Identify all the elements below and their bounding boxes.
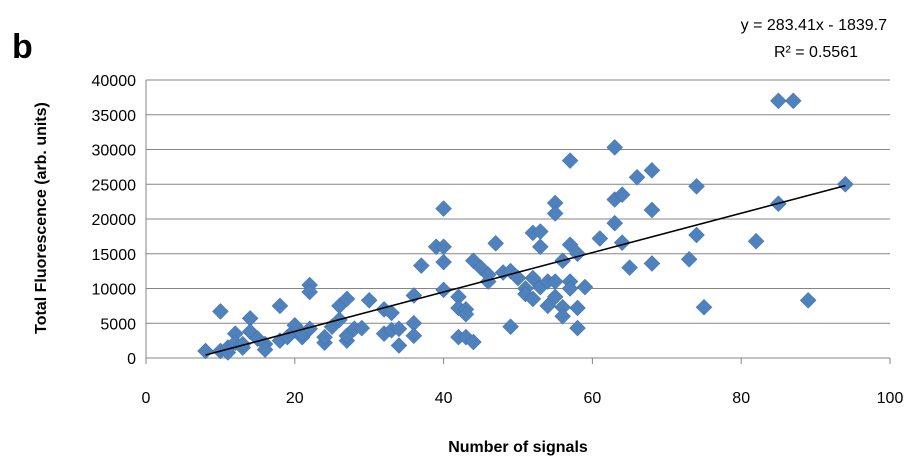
- trendline-equation: y = 283.41x - 1839.7: [741, 17, 887, 34]
- data-point: [360, 291, 378, 309]
- data-point: [688, 226, 705, 244]
- data-point: [628, 168, 646, 186]
- data-point: [465, 333, 482, 351]
- data-point: [569, 319, 586, 337]
- data-point: [799, 291, 817, 309]
- y-tick-label: 35000: [92, 108, 137, 125]
- y-tick-label: 25000: [92, 177, 137, 194]
- y-tick-label: 10000: [92, 282, 137, 299]
- x-tick-label: 20: [286, 390, 304, 407]
- x-tick-label: 100: [877, 390, 904, 407]
- data-point: [353, 319, 371, 337]
- data-point: [606, 214, 624, 232]
- data-point: [561, 152, 579, 169]
- data-point: [539, 297, 557, 315]
- data-point: [271, 297, 289, 315]
- y-axis-title: Total Fluorescence (arb. units): [33, 102, 50, 334]
- panel-label: b: [12, 28, 33, 66]
- data-point: [569, 299, 586, 317]
- data-point: [435, 281, 452, 299]
- data-point: [613, 234, 631, 251]
- data-point: [688, 177, 705, 195]
- y-tick-label: 40000: [92, 73, 137, 90]
- data-point: [256, 341, 274, 359]
- data-point: [435, 253, 452, 271]
- y-tick-label: 30000: [92, 143, 137, 160]
- data-point: [234, 335, 252, 353]
- data-point: [338, 290, 356, 308]
- data-point: [643, 255, 661, 272]
- data-point: [390, 337, 408, 354]
- data-point: [502, 318, 519, 336]
- data-point: [621, 259, 638, 277]
- y-axis-tick-labels: 0 5000 10000 15000 20000 25000 30000 35000 40000: [92, 73, 137, 368]
- data-point: [784, 92, 802, 110]
- x-axis-title: Number of signals: [448, 439, 588, 456]
- data-point: [561, 236, 579, 254]
- data-point: [457, 305, 475, 323]
- data-point: [576, 278, 594, 296]
- data-point: [606, 139, 624, 156]
- x-tick-label: 60: [584, 390, 602, 407]
- data-point: [412, 257, 430, 274]
- data-point: [613, 186, 631, 204]
- data-point: [197, 342, 214, 360]
- trendline-layer: [205, 184, 846, 356]
- x-tick-label: 0: [142, 390, 151, 407]
- data-point: [643, 201, 661, 219]
- data-points: [197, 92, 854, 361]
- axes: [145, 80, 891, 364]
- data-point: [435, 200, 452, 217]
- data-point: [546, 205, 564, 222]
- data-point: [383, 304, 400, 322]
- data-point: [554, 307, 571, 325]
- y-tick-label: 20000: [92, 212, 137, 229]
- x-axis-tick-labels: 0 20 40 60 80 100: [142, 390, 904, 407]
- trendline-r-squared: R² = 0.5561: [774, 44, 858, 61]
- data-point: [390, 320, 408, 338]
- data-point: [531, 238, 549, 256]
- y-tick-label: 5000: [100, 316, 136, 333]
- data-point: [770, 92, 787, 110]
- data-point: [643, 161, 661, 179]
- data-point: [546, 288, 564, 306]
- x-tick-label: 40: [435, 390, 453, 407]
- data-point: [524, 269, 542, 287]
- grid-lines: [146, 79, 890, 324]
- data-point: [591, 230, 609, 247]
- data-point: [405, 327, 423, 345]
- y-tick-label: 15000: [92, 247, 137, 264]
- data-point: [301, 283, 319, 301]
- y-tick-label: 0: [127, 351, 136, 368]
- data-point: [524, 290, 542, 308]
- data-point: [747, 232, 765, 250]
- data-point: [837, 175, 854, 193]
- x-tick-label: 80: [732, 390, 750, 407]
- data-point: [316, 328, 333, 346]
- data-point: [487, 234, 505, 252]
- data-point: [695, 298, 713, 316]
- trendline: [205, 184, 846, 356]
- data-point: [212, 303, 229, 320]
- data-point: [680, 250, 698, 268]
- data-point: [561, 280, 579, 297]
